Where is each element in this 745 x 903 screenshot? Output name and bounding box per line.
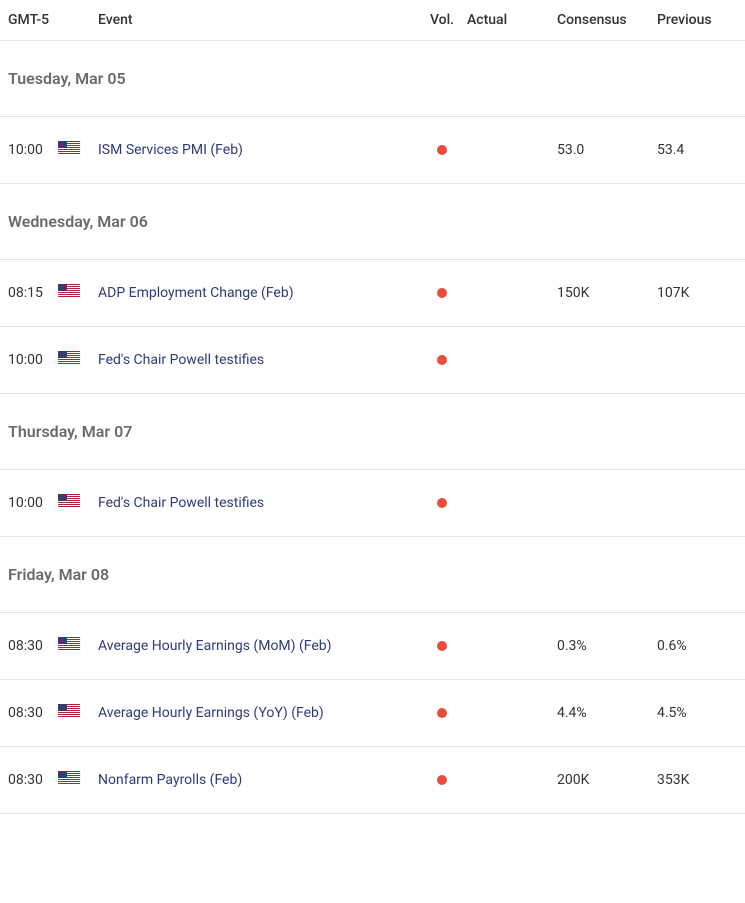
event-consensus: 0.3%: [557, 638, 657, 654]
event-consensus: 150K: [557, 285, 657, 301]
header-time: GMT-5: [8, 12, 58, 28]
volatility-dot-icon: [437, 498, 447, 508]
event-name[interactable]: Fed's Chair Powell testifies: [98, 495, 417, 511]
event-country-flag: [58, 494, 98, 512]
header-vol: Vol.: [417, 12, 467, 28]
event-row: 08:15 ADP Employment Change (Feb) 150K107K: [0, 260, 745, 327]
event-country-flag: [58, 704, 98, 722]
volatility-dot-icon: [437, 145, 447, 155]
event-country-flag: [58, 637, 98, 655]
event-previous: 53.4: [657, 142, 737, 158]
day-header: Tuesday, Mar 05: [0, 41, 745, 117]
event-time: 08:30: [8, 772, 58, 788]
header-previous: Previous: [657, 12, 737, 28]
event-country-flag: [58, 351, 98, 369]
event-consensus: 4.4%: [557, 705, 657, 721]
event-volatility: [417, 641, 467, 651]
event-previous: 0.6%: [657, 638, 737, 654]
day-header: Thursday, Mar 07: [0, 394, 745, 470]
day-header: Wednesday, Mar 06: [0, 184, 745, 260]
event-row: 08:30 Average Hourly Earnings (YoY) (Feb)…: [0, 680, 745, 747]
event-name[interactable]: Fed's Chair Powell testifies: [98, 352, 417, 368]
event-country-flag: [58, 284, 98, 302]
event-time: 10:00: [8, 495, 58, 511]
event-name[interactable]: Nonfarm Payrolls (Feb): [98, 772, 417, 788]
event-volatility: [417, 288, 467, 298]
economic-calendar-table: GMT-5 Event Vol. Actual Consensus Previo…: [0, 0, 745, 814]
event-consensus: 200K: [557, 772, 657, 788]
event-time: 10:00: [8, 142, 58, 158]
header-consensus: Consensus: [557, 12, 657, 28]
volatility-dot-icon: [437, 775, 447, 785]
event-volatility: [417, 498, 467, 508]
volatility-dot-icon: [437, 641, 447, 651]
event-volatility: [417, 355, 467, 365]
event-name[interactable]: Average Hourly Earnings (YoY) (Feb): [98, 705, 417, 721]
us-flag-icon: [58, 351, 80, 369]
us-flag-icon: [58, 637, 80, 655]
event-row: 10:00 ISM Services PMI (Feb) 53.053.4: [0, 117, 745, 184]
header-event: Event: [98, 12, 417, 28]
event-time: 10:00: [8, 352, 58, 368]
event-country-flag: [58, 141, 98, 159]
event-country-flag: [58, 771, 98, 789]
volatility-dot-icon: [437, 355, 447, 365]
us-flag-icon: [58, 284, 80, 302]
event-volatility: [417, 708, 467, 718]
event-previous: 107K: [657, 285, 737, 301]
event-name[interactable]: ADP Employment Change (Feb): [98, 285, 417, 301]
event-consensus: 53.0: [557, 142, 657, 158]
calendar-body: Tuesday, Mar 05 10:00 ISM Services PMI (Fe…: [0, 41, 745, 814]
event-time: 08:30: [8, 705, 58, 721]
event-previous: 4.5%: [657, 705, 737, 721]
event-row: 08:30 Average Hourly Earnings (MoM) (Feb)…: [0, 613, 745, 680]
us-flag-icon: [58, 141, 80, 159]
event-time: 08:30: [8, 638, 58, 654]
event-name[interactable]: ISM Services PMI (Feb): [98, 142, 417, 158]
event-name[interactable]: Average Hourly Earnings (MoM) (Feb): [98, 638, 417, 654]
event-volatility: [417, 775, 467, 785]
us-flag-icon: [58, 771, 80, 789]
day-header: Friday, Mar 08: [0, 537, 745, 613]
event-volatility: [417, 145, 467, 155]
volatility-dot-icon: [437, 708, 447, 718]
table-header-row: GMT-5 Event Vol. Actual Consensus Previo…: [0, 0, 745, 41]
us-flag-icon: [58, 494, 80, 512]
event-row: 10:00 Fed's Chair Powell testifies: [0, 470, 745, 537]
event-time: 08:15: [8, 285, 58, 301]
event-row: 08:30 Nonfarm Payrolls (Feb) 200K353K: [0, 747, 745, 814]
event-previous: 353K: [657, 772, 737, 788]
volatility-dot-icon: [437, 288, 447, 298]
us-flag-icon: [58, 704, 80, 722]
event-row: 10:00 Fed's Chair Powell testifies: [0, 327, 745, 394]
header-actual: Actual: [467, 12, 557, 28]
